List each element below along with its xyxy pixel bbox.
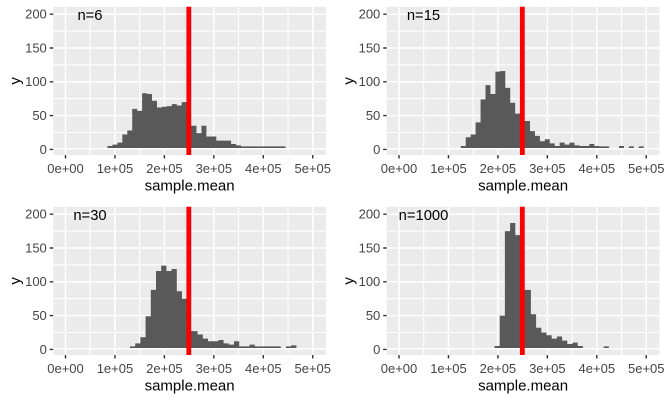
svg-text:3e+05: 3e+05 <box>529 161 566 176</box>
svg-text:1e+05: 1e+05 <box>97 161 134 176</box>
svg-text:n=1000: n=1000 <box>399 208 449 224</box>
svg-text:n=30: n=30 <box>73 208 106 224</box>
svg-text:2e+05: 2e+05 <box>146 161 183 176</box>
svg-text:4e+05: 4e+05 <box>579 161 616 176</box>
svg-text:5e+05: 5e+05 <box>294 361 331 376</box>
svg-text:150: 150 <box>359 240 381 255</box>
svg-text:1e+05: 1e+05 <box>430 361 467 376</box>
svg-text:200: 200 <box>25 7 47 22</box>
svg-text:0e+00: 0e+00 <box>47 361 84 376</box>
svg-text:sample.mean: sample.mean <box>478 378 568 395</box>
svg-text:0: 0 <box>373 142 380 157</box>
svg-text:5e+05: 5e+05 <box>628 361 665 376</box>
svg-text:2e+05: 2e+05 <box>480 361 517 376</box>
svg-text:n=6: n=6 <box>77 8 102 24</box>
svg-text:3e+05: 3e+05 <box>196 161 233 176</box>
svg-text:150: 150 <box>25 40 47 55</box>
svg-text:sample.mean: sample.mean <box>145 378 235 395</box>
svg-text:5e+05: 5e+05 <box>294 161 331 176</box>
svg-text:sample.mean: sample.mean <box>145 178 235 195</box>
svg-text:0: 0 <box>373 342 380 357</box>
svg-text:1e+05: 1e+05 <box>97 361 134 376</box>
svg-text:2e+05: 2e+05 <box>480 161 517 176</box>
svg-text:3e+05: 3e+05 <box>529 361 566 376</box>
svg-text:0e+00: 0e+00 <box>47 161 84 176</box>
svg-text:sample.mean: sample.mean <box>478 178 568 195</box>
svg-text:y: y <box>7 77 24 85</box>
svg-text:200: 200 <box>359 207 381 222</box>
svg-text:100: 100 <box>25 274 47 289</box>
svg-text:0: 0 <box>40 142 47 157</box>
svg-text:4e+05: 4e+05 <box>245 361 282 376</box>
svg-text:4e+05: 4e+05 <box>579 361 616 376</box>
svg-text:50: 50 <box>366 108 380 123</box>
svg-text:150: 150 <box>359 40 381 55</box>
svg-text:150: 150 <box>25 240 47 255</box>
svg-text:200: 200 <box>359 7 381 22</box>
svg-text:5e+05: 5e+05 <box>628 161 665 176</box>
svg-text:3e+05: 3e+05 <box>196 361 233 376</box>
svg-text:50: 50 <box>32 108 46 123</box>
svg-text:n=15: n=15 <box>407 8 440 24</box>
svg-text:50: 50 <box>366 308 380 323</box>
svg-text:y: y <box>341 77 358 85</box>
svg-text:4e+05: 4e+05 <box>245 161 282 176</box>
svg-text:100: 100 <box>359 274 381 289</box>
svg-text:2e+05: 2e+05 <box>146 361 183 376</box>
svg-text:100: 100 <box>25 74 47 89</box>
svg-text:0: 0 <box>40 342 47 357</box>
svg-text:y: y <box>7 277 24 285</box>
svg-text:y: y <box>341 277 358 285</box>
svg-text:1e+05: 1e+05 <box>430 161 467 176</box>
svg-text:100: 100 <box>359 74 381 89</box>
svg-text:200: 200 <box>25 207 47 222</box>
svg-text:50: 50 <box>32 308 46 323</box>
svg-text:0e+00: 0e+00 <box>381 161 418 176</box>
svg-text:0e+00: 0e+00 <box>381 361 418 376</box>
